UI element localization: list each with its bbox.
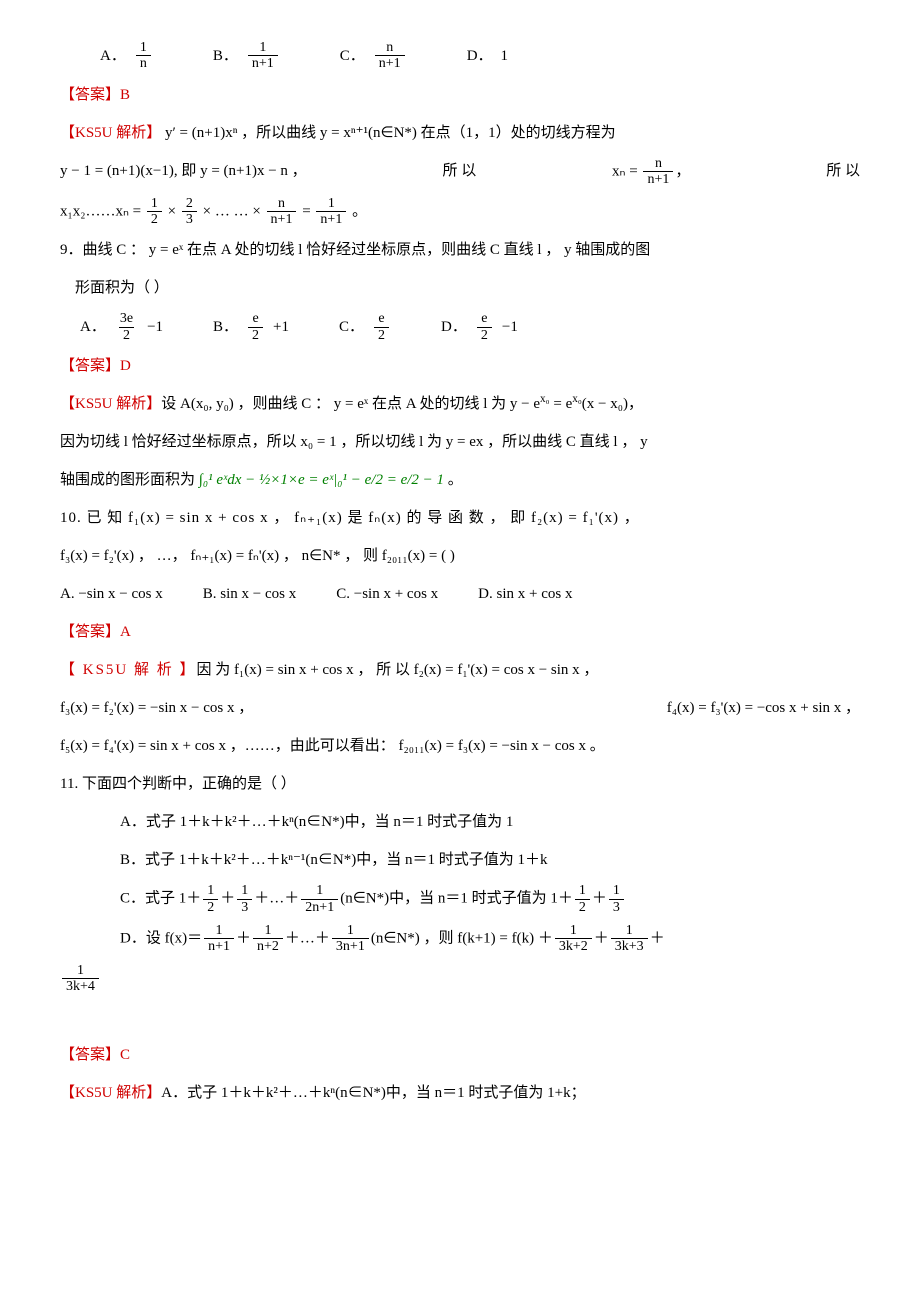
q10-choices: A. −sin x − cos x B. sin x − cos x C. −s…	[60, 579, 860, 609]
q9-stem-2: 形面积为（ ）	[60, 273, 860, 303]
q9-choice-d: D． e2−1	[441, 311, 518, 343]
label: D．	[467, 41, 493, 71]
q8-analysis-1: 【KS5U 解析】 y′ = (n+1)xⁿ ，所以曲线 y = xⁿ⁺¹(n∈…	[60, 118, 860, 148]
q10-analysis-1: 【 KS5U 解 析 】因 为 f₁(x) = sin x + cos x ， …	[60, 655, 860, 685]
q9-stem-1: 9．曲线 C ： y = eˣ 在点 A 处的切线 l 恰好经过坐标原点，则曲线…	[60, 235, 860, 265]
q11-choice-d: D．设 f(x)＝1n+1＋1n+2＋…＋13n+1(n∈N*) ，则 f(k+…	[60, 923, 860, 955]
q9-choice-a: A． 3e2−1	[80, 311, 163, 343]
q8-choice-c: C． n n+1	[340, 40, 407, 72]
q9-answer: 【答案】D	[60, 351, 860, 381]
q9-analysis-3: 轴围成的图形面积为 ∫₀¹ eˣdx − ½×1×e = eˣ|₀¹ − e/2…	[60, 465, 860, 495]
q10-answer: 【答案】A	[60, 617, 860, 647]
q8-answer: 【答案】B	[60, 80, 860, 110]
frac: 1 n+1	[248, 40, 278, 72]
q11-choice-b: B．式子 1＋k＋k²＋…＋kⁿ⁻¹(n∈N*)中，当 n＝1 时式子值为 1＋…	[60, 845, 860, 875]
q11-choice-a: A．式子 1＋k＋k²＋…＋kⁿ(n∈N*)中，当 n＝1 时式子值为 1	[60, 807, 860, 837]
q11-analysis: 【KS5U 解析】A．式子 1＋k＋k²＋…＋kⁿ(n∈N*)中，当 n＝1 时…	[60, 1078, 860, 1108]
q11-stem: 11. 下面四个判断中，正确的是（ ）	[60, 769, 860, 799]
q9-choice-c: C． e2	[339, 311, 391, 343]
q11-answer: 【答案】C	[60, 1040, 860, 1070]
q8-analysis-3: x₁x₂……xₙ = 12 × 23 × … … × nn+1 = 1n+1 。	[60, 196, 860, 228]
q8-choice-d: D． 1	[467, 40, 508, 72]
q11-choice-d-cont: 13k+4	[60, 963, 860, 995]
q9-analysis-1: 【KS5U 解析】设 A(x₀, y₀) ，则曲线 C ： y = eˣ 在点 …	[60, 389, 860, 419]
label: B．	[213, 41, 238, 71]
xn-expr: xₙ = nn+1，	[612, 156, 690, 188]
frac: 1 n	[136, 40, 151, 72]
q10-analysis-3: f₅(x) = f₄'(x) = sin x + cos x ，……，由此可以看…	[60, 731, 860, 761]
q11-choice-c: C．式子 1＋12＋13＋…＋12n+1(n∈N*)中，当 n＝1 时式子值为 …	[60, 883, 860, 915]
q9-choice-b: B． e2+1	[213, 311, 289, 343]
q10-analysis-2: f₃(x) = f₂'(x) = −sin x − cos x ， f₄(x) …	[60, 693, 860, 723]
q8-choice-a: A． 1 n	[100, 40, 153, 72]
q8-analysis-2: y − 1 = (n+1)(x−1), 即 y = (n+1)x − n ， 所…	[60, 156, 860, 188]
label: A．	[100, 41, 126, 71]
val: 1	[501, 41, 509, 71]
q8-choice-b: B． 1 n+1	[213, 40, 280, 72]
q10-stem-1: 10. 已 知 f₁(x) = sin x + cos x ， fₙ₊₁(x) …	[60, 503, 860, 533]
q10-stem-2: f₃(x) = f₂'(x) ， …， fₙ₊₁(x) = fₙ'(x) ， n…	[60, 541, 860, 571]
q9-analysis-2: 因为切线 l 恰好经过坐标原点，所以 x₀ = 1 ，所以切线 l 为 y = …	[60, 427, 860, 457]
frac: n n+1	[375, 40, 405, 72]
q8-choices: A． 1 n B． 1 n+1 C． n n+1 D． 1	[60, 40, 860, 72]
q9-choices: A． 3e2−1 B． e2+1 C． e2 D． e2−1	[60, 311, 860, 343]
label: C．	[340, 41, 365, 71]
